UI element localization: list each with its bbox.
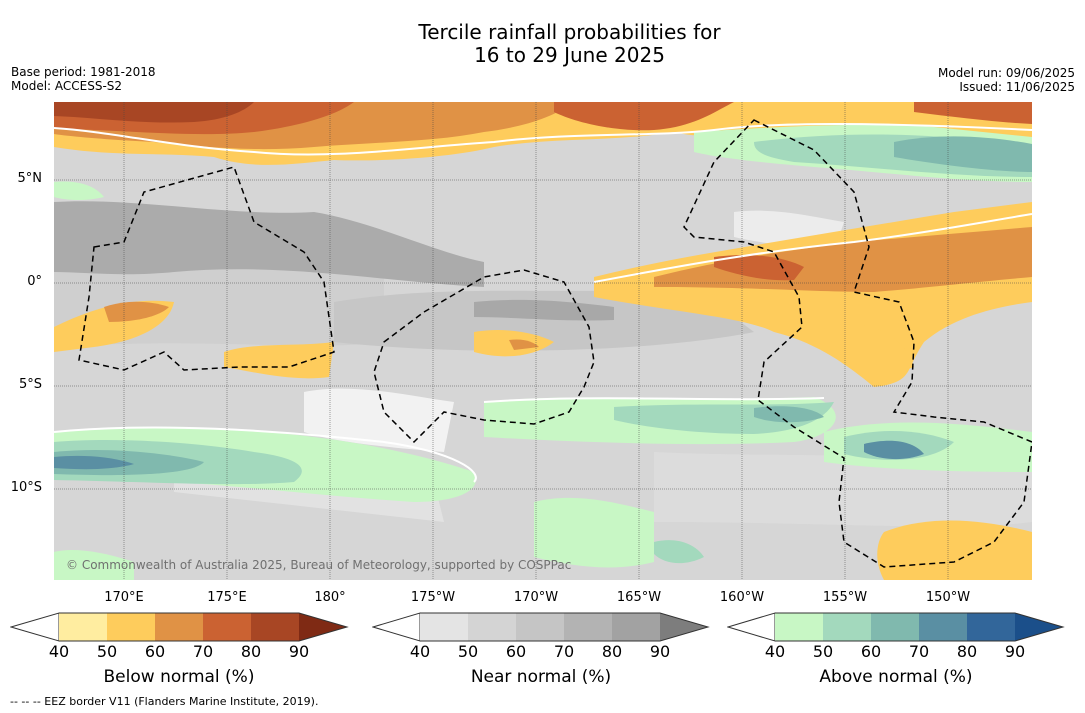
meta-left: Base period: 1981-2018 Model: ACCESS-S2 — [11, 65, 156, 93]
near-tick-80: 80 — [601, 642, 623, 661]
lon-label-180: 180° — [314, 590, 346, 605]
title-line-1: Tercile rainfall probabilities for — [418, 20, 721, 44]
below-swatch-2 — [107, 613, 155, 641]
near-swatch-3 — [516, 613, 564, 641]
near-normal-label: Near normal (%) — [470, 667, 612, 687]
above-tick-80: 80 — [956, 642, 978, 661]
lon-label-150w: 150°W — [925, 590, 971, 605]
above-tick-40: 40 — [764, 642, 786, 661]
below-tick-70: 70 — [192, 642, 214, 661]
below-tick-80: 80 — [240, 642, 262, 661]
map-title: Tercile rainfall probabilities for 16 to… — [0, 21, 1085, 67]
above-swatch-1 — [775, 613, 823, 641]
above-swatch-2 — [823, 613, 871, 641]
near-tick-60: 60 — [505, 642, 527, 661]
eez-border-note: -- -- -- EEZ border V11 (Flanders Marine… — [10, 695, 319, 708]
colorbar-near-normal — [372, 612, 710, 642]
above-tick-90: 90 — [1004, 642, 1026, 661]
above-normal-label: Above normal (%) — [819, 667, 973, 687]
below-normal-label: Below normal (%) — [103, 667, 255, 687]
lon-label-160w: 160°W — [719, 590, 765, 605]
below-tick-90: 90 — [288, 642, 310, 661]
near-swatch-2 — [468, 613, 516, 641]
title-line-2: 16 to 29 June 2025 — [474, 43, 665, 67]
above-tick-70: 70 — [908, 642, 930, 661]
model-name: Model: ACCESS-S2 — [11, 79, 123, 93]
below-swatch-6 — [299, 613, 347, 641]
lon-label-170w: 170°W — [513, 590, 559, 605]
issued-date: Issued: 11/06/2025 — [959, 80, 1075, 94]
lon-label-170e: 170°E — [104, 590, 144, 605]
lat-label-10s: 10°S — [10, 480, 42, 495]
below-tick-40: 40 — [48, 642, 70, 661]
near-swatch-5 — [612, 613, 660, 641]
model-run-date: Model run: 09/06/2025 — [937, 66, 1075, 80]
colorbar-below-normal — [10, 612, 349, 642]
near-swatch-6 — [660, 613, 708, 641]
above-swatch-4 — [919, 613, 967, 641]
near-swatch-1 — [420, 613, 468, 641]
above-swatch-3 — [871, 613, 919, 641]
lon-label-175e: 175°E — [207, 590, 247, 605]
lon-label-165w: 165°W — [616, 590, 662, 605]
above-tick-60: 60 — [860, 642, 882, 661]
below-swatch-1 — [59, 613, 107, 641]
near-tick-70: 70 — [553, 642, 575, 661]
near-tick-90: 90 — [649, 642, 671, 661]
below-tick-60: 60 — [144, 642, 166, 661]
lat-label-5n: 5°N — [17, 171, 43, 186]
near-swatch-4 — [564, 613, 612, 641]
near-tick-50: 50 — [457, 642, 479, 661]
colorbar-above-normal — [727, 612, 1065, 642]
lon-label-155w: 155°W — [822, 590, 868, 605]
below-swatch-4 — [203, 613, 251, 641]
below-swatch-3 — [155, 613, 203, 641]
above-swatch-5 — [967, 613, 1015, 641]
meta-right: Model run: 09/06/2025 Issued: 11/06/2025 — [938, 66, 1075, 94]
copyright-credit: © Commonwealth of Australia 2025, Bureau… — [66, 558, 572, 572]
above-tick-50: 50 — [812, 642, 834, 661]
lat-label-5s: 5°S — [18, 377, 42, 392]
lat-label-0: 0° — [27, 274, 42, 289]
lon-label-175w: 175°W — [410, 590, 456, 605]
below-swatch-5 — [251, 613, 299, 641]
near-tick-40: 40 — [409, 642, 431, 661]
below-tick-50: 50 — [96, 642, 118, 661]
base-period: Base period: 1981-2018 — [11, 65, 156, 79]
above-swatch-6 — [1015, 613, 1063, 641]
rainfall-probability-map — [54, 102, 1032, 580]
